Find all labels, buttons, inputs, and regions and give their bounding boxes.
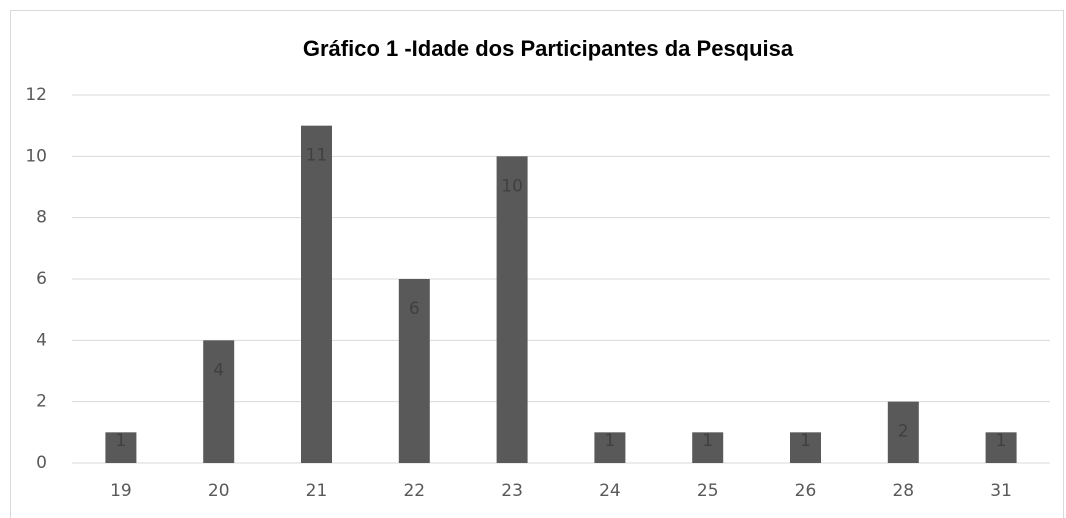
data-label: 1	[800, 431, 811, 451]
chart-title: Gráfico 1 -Idade dos Participantes da Pe…	[303, 36, 794, 61]
y-tick-label: 0	[36, 453, 47, 473]
x-tick-label: 24	[599, 481, 621, 501]
data-label: 6	[409, 299, 420, 319]
x-tick-label: 31	[990, 481, 1012, 501]
bar	[790, 432, 821, 463]
data-label: 1	[702, 431, 713, 451]
data-label: 4	[213, 360, 224, 380]
x-tick-label: 22	[403, 481, 425, 501]
y-tick-label: 4	[36, 330, 47, 350]
data-label: 11	[306, 146, 328, 166]
data-label: 1	[604, 431, 615, 451]
y-tick-label: 12	[25, 85, 47, 105]
x-tick-label: 19	[110, 481, 132, 501]
data-label: 2	[898, 422, 909, 442]
bar	[398, 279, 430, 463]
x-tick-label: 25	[697, 481, 719, 501]
y-tick-label: 6	[36, 269, 47, 289]
data-label: 10	[501, 176, 523, 196]
bar	[301, 125, 332, 464]
bar	[203, 340, 235, 463]
x-tick-label: 28	[892, 481, 914, 501]
bar	[594, 432, 626, 463]
x-tick-label: 20	[208, 481, 230, 501]
data-label: 1	[996, 431, 1007, 451]
data-label: 1	[115, 431, 126, 451]
bar	[496, 156, 528, 464]
x-tick-label: 23	[501, 481, 523, 501]
x-tick-label: 21	[306, 481, 328, 501]
bar	[887, 401, 919, 463]
y-tick-label: 10	[25, 146, 47, 166]
x-tick-label: 26	[795, 481, 817, 501]
y-tick-label: 2	[36, 392, 47, 412]
bar	[985, 432, 1017, 463]
bar	[105, 432, 137, 463]
y-tick-label: 8	[36, 208, 47, 228]
bar	[692, 432, 724, 463]
